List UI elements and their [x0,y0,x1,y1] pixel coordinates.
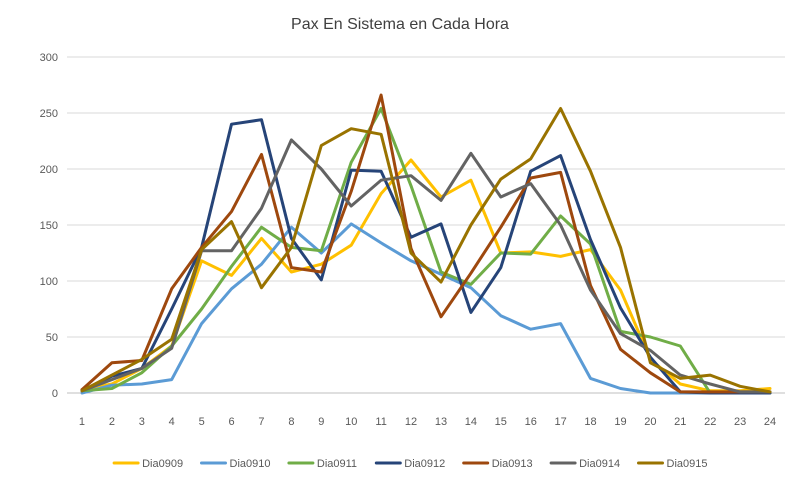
chart-title: Pax En Sistema en Cada Hora [291,16,509,33]
legend-label: Dia0914 [579,458,620,470]
x-tick-label: 5 [199,416,205,428]
x-tick-label: 22 [704,416,716,428]
y-tick-label: 300 [40,52,58,64]
legend-label: Dia0909 [142,458,183,470]
x-tick-label: 16 [525,416,537,428]
x-tick-label: 21 [674,416,686,428]
x-tick-label: 19 [614,416,626,428]
x-tick-label: 6 [228,416,234,428]
x-tick-label: 20 [644,416,656,428]
x-tick-label: 7 [258,416,264,428]
series-lines [80,93,772,395]
x-tick-label: 8 [288,416,294,428]
y-tick-label: 50 [46,332,58,344]
legend-item-dia0914: Dia0914 [549,458,620,470]
x-tick-label: 18 [584,416,596,428]
y-tick-label: 100 [40,276,58,288]
y-tick-label: 0 [52,388,58,400]
legend-label: Dia0913 [492,458,533,470]
x-tick-label: 3 [139,416,145,428]
legend-item-dia0912: Dia0912 [374,458,445,470]
x-tick-label: 9 [318,416,324,428]
legend-label: Dia0911 [317,458,357,470]
legend-item-dia0909: Dia0909 [112,458,183,470]
x-tick-label: 24 [764,416,776,428]
series-line-dia0913 [80,93,772,394]
series-line-dia0912 [80,118,772,395]
legend-label: Dia0912 [404,458,445,470]
series-line-dia0915 [80,107,772,394]
x-tick-label: 11 [375,416,386,428]
x-tick-label: 17 [555,416,567,428]
legend-label: Dia0910 [230,458,271,470]
legend-item-dia0911: Dia0911 [287,458,357,470]
legend-label: Dia0915 [667,458,708,470]
x-tick-label: 4 [169,416,175,428]
y-tick-label: 200 [40,164,58,176]
legend-item-dia0913: Dia0913 [462,458,533,470]
grid [67,56,785,338]
y-tick-label: 150 [40,220,58,232]
x-tick-label: 12 [405,416,417,428]
legend-item-dia0915: Dia0915 [637,458,708,470]
x-tick-label: 13 [435,416,447,428]
legend-item-dia0910: Dia0910 [200,458,271,470]
x-tick-label: 23 [734,416,746,428]
x-tick-label: 2 [109,416,115,428]
x-tick-label: 15 [495,416,507,428]
x-tick-label: 1 [79,416,85,428]
legend: Dia0909 Dia0910 Dia0911 Dia0912 Dia0913 Dia09… [112,458,708,470]
x-tick-label: 14 [465,416,477,428]
y-tick-label: 250 [40,108,58,120]
x-tick-label: 10 [345,416,357,428]
series-line-dia0911 [80,107,772,395]
